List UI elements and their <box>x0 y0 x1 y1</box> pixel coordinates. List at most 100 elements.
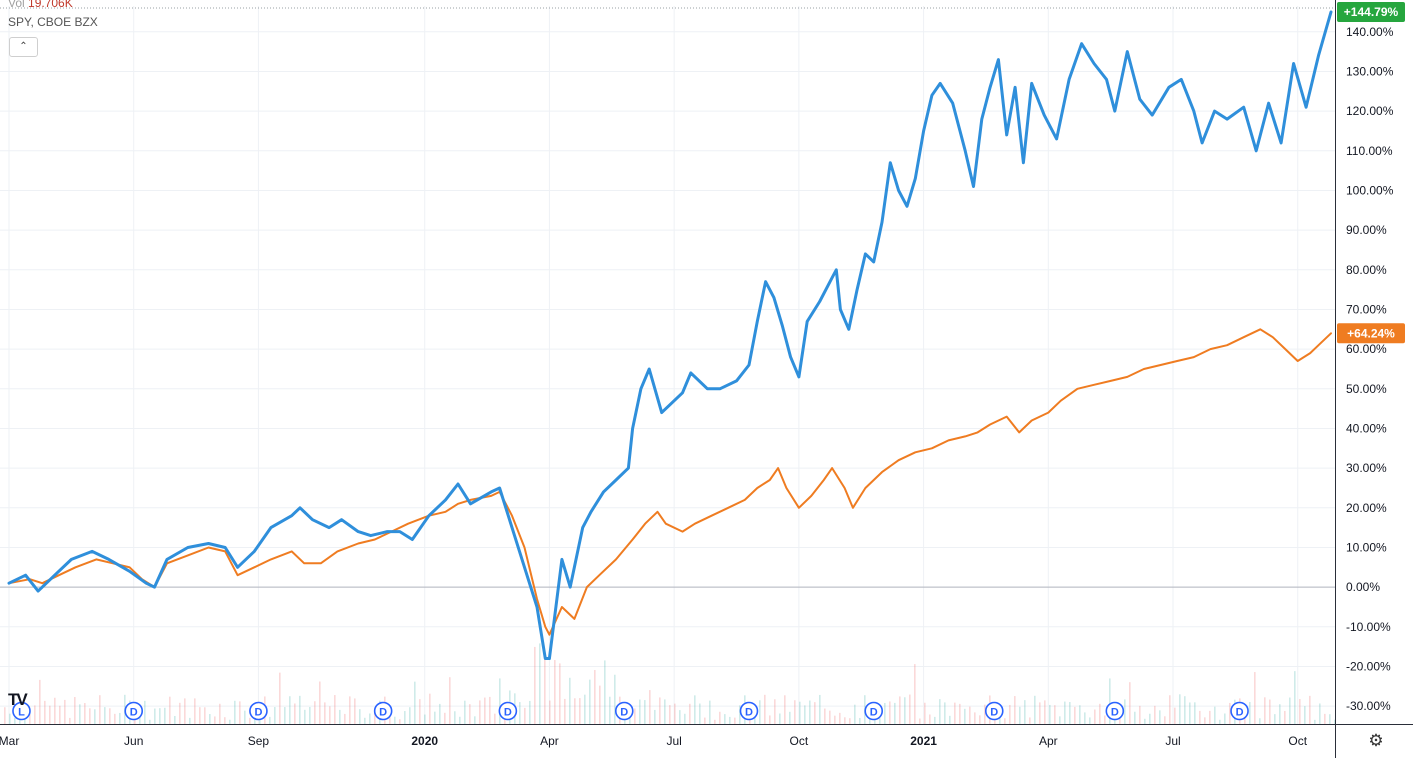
volume-bar <box>54 697 56 724</box>
dividend-marker[interactable]: D <box>498 701 518 721</box>
volume-bar <box>1294 671 1296 724</box>
volume-bar <box>1184 696 1186 724</box>
volume-bar <box>769 715 771 724</box>
dividend-marker-circle[interactable] <box>984 701 1004 721</box>
volume-bar <box>1079 705 1081 724</box>
volume-bar <box>404 711 406 724</box>
dividend-marker-circle[interactable] <box>864 701 884 721</box>
dividend-marker-circle[interactable] <box>739 701 759 721</box>
volume-bar <box>189 717 191 724</box>
volume-bar <box>954 702 956 724</box>
volume-bar <box>709 700 711 724</box>
volume-bar <box>1329 714 1331 724</box>
volume-bars <box>4 643 1336 724</box>
volume-bar <box>1219 719 1221 724</box>
x-tick-label: 2021 <box>910 734 937 748</box>
dividend-marker-circle[interactable] <box>124 701 144 721</box>
dividend-marker[interactable]: D <box>1230 701 1249 721</box>
volume-bar <box>169 696 171 724</box>
volume-bar <box>284 707 286 724</box>
volume-bar <box>1299 699 1301 724</box>
dividend-marker-label: D <box>990 707 998 719</box>
volume-bar <box>389 714 391 724</box>
volume-bar <box>1054 705 1056 724</box>
volume-bar <box>429 693 431 724</box>
collapse-legend-button[interactable]: ⌃ <box>9 37 38 57</box>
volume-bar <box>639 699 641 724</box>
volume-bar <box>1034 695 1036 724</box>
volume-bar <box>194 698 196 724</box>
volume-value: 19.706K <box>28 0 73 10</box>
volume-bar <box>884 702 886 724</box>
dividend-marker-label: D <box>745 707 753 719</box>
volume-bar <box>344 713 346 724</box>
dividend-marker[interactable]: D <box>124 701 144 721</box>
dividend-marker[interactable]: D <box>984 701 1004 721</box>
dividend-marker[interactable]: D <box>1105 701 1125 721</box>
volume-bar <box>59 705 61 724</box>
volume-bar <box>714 719 716 724</box>
series-line-blue <box>7 10 1333 660</box>
volume-bar <box>1039 702 1041 724</box>
volume-bar <box>579 698 581 724</box>
dividend-marker-circle[interactable] <box>249 701 268 721</box>
volume-bar <box>414 681 416 724</box>
volume-bar <box>74 697 76 724</box>
volume-bar <box>659 697 661 724</box>
volume-bar <box>924 702 926 724</box>
dividend-marker-circle[interactable] <box>1230 701 1249 721</box>
volume-bar <box>939 699 941 724</box>
dividend-marker[interactable]: D <box>739 701 759 721</box>
y-tick-label: 10.00% <box>1346 540 1387 554</box>
volume-bar <box>454 711 456 724</box>
volume-bar <box>294 703 296 724</box>
volume-bar <box>604 660 606 724</box>
dividend-marker-circle[interactable] <box>1105 701 1125 721</box>
volume-bar <box>39 679 41 724</box>
dividend-marker-label: D <box>379 707 387 719</box>
dividend-marker-label: L <box>18 707 25 719</box>
volume-bar <box>349 696 351 724</box>
volume-bar <box>79 704 81 724</box>
volume-bar <box>914 664 916 724</box>
dividend-marker[interactable]: D <box>373 701 393 721</box>
y-tick-label: -10.00% <box>1346 620 1391 634</box>
dividend-marker[interactable]: D <box>249 701 268 721</box>
volume-bar <box>1159 710 1161 724</box>
tradingview-logo[interactable]: TV <box>8 690 40 714</box>
dividend-marker[interactable]: D <box>614 701 634 721</box>
volume-bar <box>829 710 831 724</box>
volume-bar <box>689 703 691 724</box>
dividend-marker-circle[interactable] <box>12 701 31 721</box>
dividend-marker[interactable]: L <box>12 701 31 721</box>
y-axis-ticks: 140.00% 130.00% 120.00% 110.00% 100.00% 90.00… <box>1346 25 1394 713</box>
volume-bar <box>1204 717 1206 724</box>
volume-bar <box>519 702 521 724</box>
y-tick-label: 40.00% <box>1346 421 1387 435</box>
dividend-marker-label: D <box>254 707 262 719</box>
volume-bar <box>1194 702 1196 724</box>
volume-bar <box>1099 703 1101 724</box>
volume-bar <box>1284 710 1286 724</box>
volume-bar <box>1259 718 1261 724</box>
volume-bar <box>9 713 11 724</box>
volume-bar <box>134 719 136 724</box>
volume-bar <box>589 679 591 724</box>
volume-bar <box>774 699 776 724</box>
dividend-marker-circle[interactable] <box>614 701 634 721</box>
x-tick-label: Jun <box>124 734 143 748</box>
volume-bar <box>424 714 426 724</box>
dividend-marker[interactable]: D <box>864 701 884 721</box>
volume-bar <box>1224 713 1226 724</box>
dividend-marker-circle[interactable] <box>373 701 393 721</box>
volume-bar <box>199 707 201 724</box>
volume-bar <box>1049 704 1051 724</box>
volume-bar <box>394 716 396 724</box>
settings-button[interactable]: ⚙ <box>1363 730 1389 752</box>
volume-legend: Vol 19.706K <box>8 0 73 10</box>
dividend-marker-circle[interactable] <box>498 701 518 721</box>
x-tick-label: Jul <box>1165 734 1180 748</box>
volume-bar <box>894 702 896 724</box>
